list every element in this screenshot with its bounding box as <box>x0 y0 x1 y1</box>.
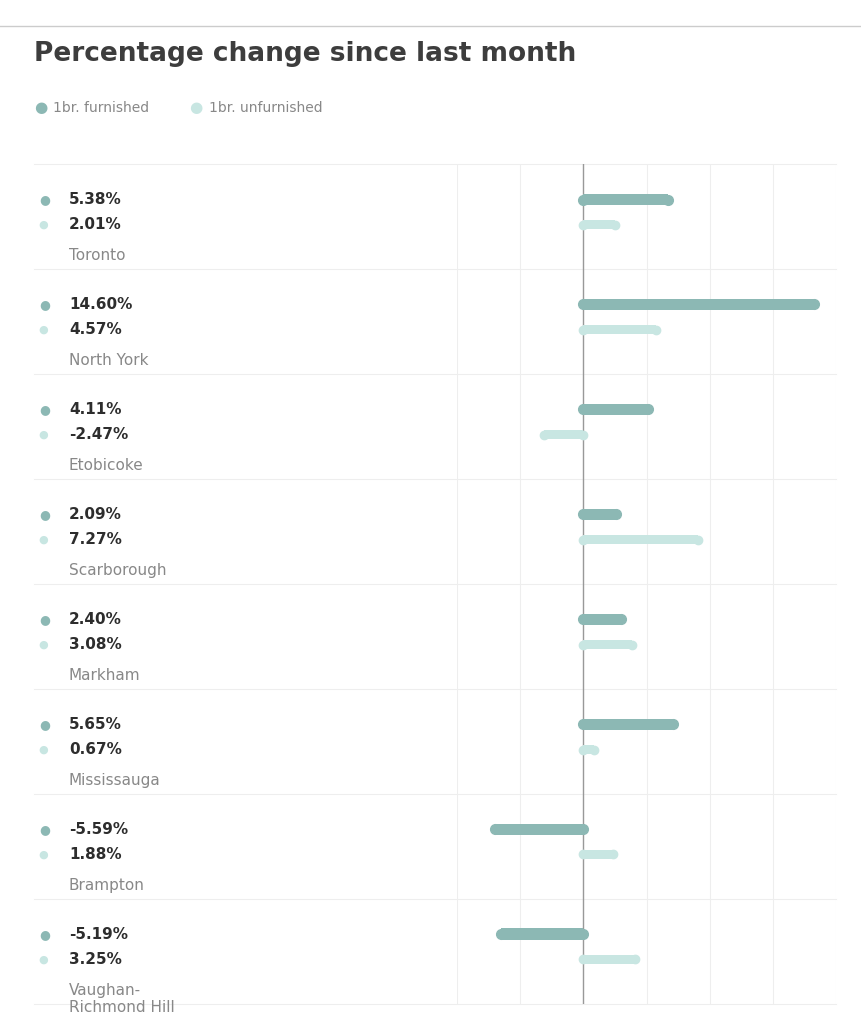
Text: 1br. unfurnished: 1br. unfurnished <box>208 100 322 115</box>
Bar <box>583 954 634 965</box>
Text: ●: ● <box>39 508 50 521</box>
Bar <box>583 744 593 755</box>
Text: ●: ● <box>39 220 48 229</box>
Text: 2.09%: 2.09% <box>69 507 121 522</box>
Text: ●: ● <box>39 744 48 755</box>
Text: ●: ● <box>39 535 48 545</box>
Bar <box>583 325 654 335</box>
Text: ●: ● <box>39 430 48 439</box>
Text: 3.08%: 3.08% <box>69 637 121 652</box>
Text: Scarborough: Scarborough <box>69 563 166 578</box>
Text: Mississauga: Mississauga <box>69 772 160 787</box>
Bar <box>583 535 697 545</box>
Text: ●: ● <box>39 640 48 649</box>
Bar <box>583 299 813 310</box>
Bar <box>583 640 631 649</box>
Text: 1br. furnished: 1br. furnished <box>53 100 150 115</box>
Bar <box>583 613 621 625</box>
Text: 7.27%: 7.27% <box>69 532 121 547</box>
Text: -5.59%: -5.59% <box>69 822 128 837</box>
Text: ●: ● <box>39 325 48 335</box>
Text: ●: ● <box>39 194 50 206</box>
Text: ●: ● <box>189 100 202 115</box>
Text: 3.25%: 3.25% <box>69 952 121 967</box>
Text: 2.01%: 2.01% <box>69 217 121 232</box>
Text: Percentage change since last month: Percentage change since last month <box>34 41 576 67</box>
Text: Etobicoke: Etobicoke <box>69 458 144 473</box>
Text: 14.60%: 14.60% <box>69 297 133 312</box>
Text: Toronto: Toronto <box>69 248 126 263</box>
Text: Markham: Markham <box>69 668 140 683</box>
Text: Vaughan-
Richmond Hill: Vaughan- Richmond Hill <box>69 983 175 1015</box>
Bar <box>583 194 667 205</box>
Text: 4.57%: 4.57% <box>69 323 121 337</box>
Text: ●: ● <box>39 403 50 416</box>
Text: 0.67%: 0.67% <box>69 742 121 757</box>
Text: 5.65%: 5.65% <box>69 717 121 732</box>
Bar <box>583 850 612 859</box>
Bar <box>501 929 583 940</box>
Text: 2.40%: 2.40% <box>69 612 121 627</box>
Text: North York: North York <box>69 352 148 368</box>
Bar <box>583 509 616 520</box>
Text: -5.19%: -5.19% <box>69 927 127 942</box>
Text: ●: ● <box>39 823 50 836</box>
Bar <box>583 403 647 415</box>
Bar <box>583 220 615 229</box>
Text: ●: ● <box>39 613 50 626</box>
Bar <box>583 719 672 730</box>
Text: 1.88%: 1.88% <box>69 847 121 862</box>
Bar <box>494 823 583 835</box>
Text: ●: ● <box>39 954 48 965</box>
Text: ●: ● <box>39 298 50 311</box>
Text: -2.47%: -2.47% <box>69 427 128 442</box>
Text: 4.11%: 4.11% <box>69 402 121 417</box>
Text: ●: ● <box>39 850 48 859</box>
Bar <box>543 430 583 439</box>
Text: 5.38%: 5.38% <box>69 193 121 207</box>
Text: ●: ● <box>39 928 50 941</box>
Text: ●: ● <box>39 718 50 731</box>
Text: ●: ● <box>34 100 47 115</box>
Text: Brampton: Brampton <box>69 878 145 893</box>
